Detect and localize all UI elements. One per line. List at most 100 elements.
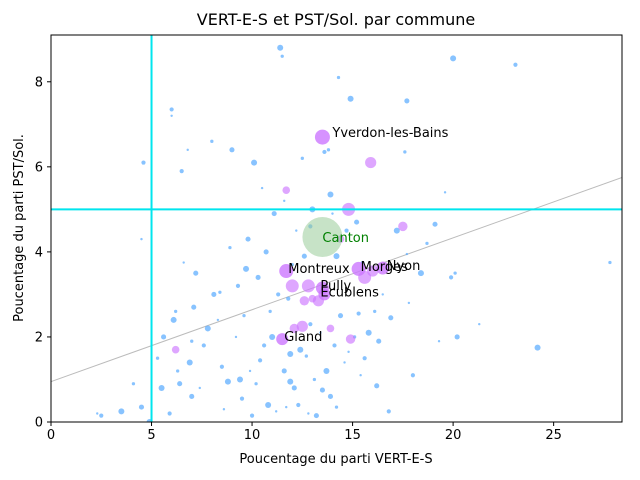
data-point [254,382,258,386]
data-point [287,378,294,385]
data-point [333,253,340,260]
data-point [308,294,317,303]
data-point [216,318,220,322]
data-point [425,241,429,246]
data-point [319,387,325,393]
data-point [381,293,384,296]
regression-line [51,176,622,383]
data-point [218,290,222,294]
data-point [362,356,367,361]
data-point [289,323,299,334]
data-point [287,350,294,357]
data-point [268,309,272,314]
data-point [170,114,173,118]
x-tick-label: 15 [344,428,361,443]
commune-label: Gland [284,330,322,345]
data-point [296,402,301,408]
data-point [534,344,541,351]
data-point [155,356,160,360]
data-point [271,211,277,217]
data-point [608,260,612,265]
data-point [189,393,195,400]
data-point [193,270,199,276]
data-point [280,54,284,58]
data-point [322,149,327,155]
data-point [285,279,299,293]
data-point [191,304,197,310]
data-point [323,367,330,374]
x-tick-label: 5 [147,428,155,443]
commune-label: Pully [320,279,351,294]
data-point [365,156,377,169]
data-point [228,245,232,250]
data-point [437,339,441,343]
data-point [432,221,438,227]
data-point [301,253,307,259]
data-point [251,159,258,166]
data-point [182,261,185,264]
commune-label: Nyon [387,259,421,274]
data-point [359,374,362,377]
data-point [257,358,263,363]
data-point [224,378,231,385]
y-tick-label: 6 [35,160,43,175]
data-point [290,262,294,267]
data-point [260,186,264,190]
data-point [283,199,286,203]
data-point [276,292,281,297]
data-point [453,271,457,275]
data-point [201,343,206,348]
data-point [235,283,241,289]
data-point [169,107,174,112]
data-point [376,338,382,344]
x-tick-label: 10 [244,428,261,443]
data-point [211,291,217,297]
data-point [274,410,278,413]
data-point [332,343,337,348]
data-point [354,219,360,225]
data-point [219,364,224,369]
data-point [347,95,354,102]
chart-title: VERT-E-S et PST/Sol. par commune [197,10,475,29]
data-point [417,270,424,277]
data-point [365,329,372,336]
data-point [388,315,394,321]
commune-point [279,264,294,279]
data-point [186,148,189,152]
data-point [239,396,245,401]
data-point [300,156,304,160]
data-point [403,150,407,154]
data-point [167,411,172,416]
data-point [454,334,460,340]
data-point [304,354,308,358]
data-point [179,168,184,174]
data-point [407,301,411,305]
data-point [291,385,297,391]
commune-label: Yverdon-les-Bains [331,126,448,141]
plot-frame [50,34,623,423]
data-point [234,335,238,339]
data-point [245,236,251,242]
data-point [174,309,178,314]
y-axis-title: Poucentage du parti PST/Sol. [12,134,27,322]
data-point [96,412,99,415]
y-tick-label: 2 [35,330,43,345]
data-point [334,405,339,409]
data-point [345,334,356,344]
data-point [198,386,201,390]
data-point [337,313,344,319]
data-point [478,322,481,326]
data-point [336,75,341,80]
data-point [347,350,350,354]
data-point [255,274,261,280]
data-point [282,186,291,195]
data-point [405,252,409,256]
data-point [248,369,252,373]
data-point [262,343,267,348]
data-point [286,296,291,301]
data-point [176,369,180,373]
data-point [161,334,167,340]
data-point [141,160,146,165]
data-point [299,296,310,306]
